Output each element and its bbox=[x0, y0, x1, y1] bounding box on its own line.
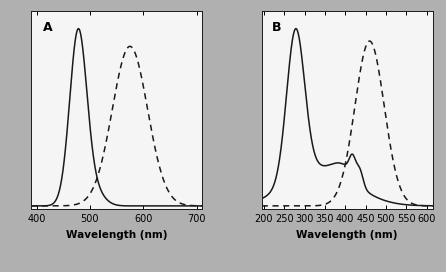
Text: A: A bbox=[43, 21, 53, 34]
Text: B: B bbox=[272, 21, 281, 34]
X-axis label: Wavelength (nm): Wavelength (nm) bbox=[297, 230, 398, 240]
X-axis label: Wavelength (nm): Wavelength (nm) bbox=[66, 230, 167, 240]
